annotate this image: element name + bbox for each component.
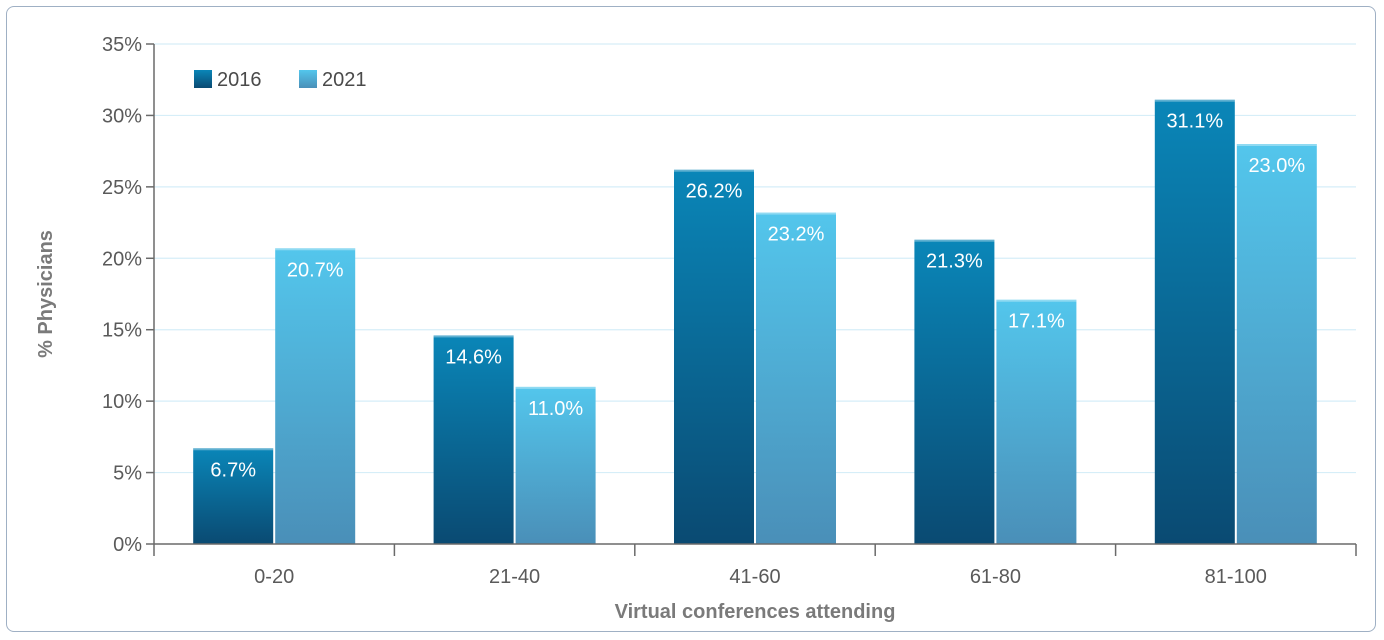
bar-2021-61-80 xyxy=(996,299,1077,544)
y-tick-label: 25% xyxy=(102,177,142,199)
y-tick-label: 20% xyxy=(102,248,142,270)
labels: 0% 5% 10% 15% 20% 25% 30% 35% 6.7% 20.7% 0-20 14.6%… xyxy=(35,34,1305,623)
axes xyxy=(146,43,1357,556)
bar-highlight xyxy=(1236,144,1317,146)
data-label: 6.7% xyxy=(210,459,256,481)
bar-highlight xyxy=(433,335,514,338)
bar-2016-21-40 xyxy=(433,335,514,544)
bar-highlight xyxy=(515,386,596,389)
legend-swatch-2021 xyxy=(299,70,317,88)
bar-2016-41-60 xyxy=(674,169,754,544)
legend-label-2021: 2021 xyxy=(322,69,367,91)
y-tick-label: 35% xyxy=(102,34,142,56)
bar-2016-81-100 xyxy=(1154,99,1235,544)
y-axis-title: % Physicians xyxy=(35,230,57,358)
legend: 2016 2021 xyxy=(194,69,367,91)
y-tick-label: 5% xyxy=(113,463,142,485)
bars xyxy=(193,99,1317,545)
legend-label-2016: 2016 xyxy=(217,69,262,91)
y-tick-label: 30% xyxy=(102,105,142,127)
x-tick-label: 61-80 xyxy=(970,566,1021,588)
bar-highlight xyxy=(674,169,754,172)
bar-highlight xyxy=(193,448,274,451)
x-axis-title: Virtual conferences attending xyxy=(615,601,896,623)
y-tick-label: 0% xyxy=(113,534,142,556)
data-label: 17.1% xyxy=(1008,311,1065,333)
bar-2021-21-40 xyxy=(515,386,596,544)
bar-2021-41-60 xyxy=(756,212,836,545)
bar-2021-0-20 xyxy=(275,248,356,545)
x-tick-label: 41-60 xyxy=(729,566,780,588)
data-label: 21.3% xyxy=(926,251,983,273)
bar-highlight xyxy=(996,299,1077,302)
y-tick-label: 10% xyxy=(102,391,142,413)
data-label: 14.6% xyxy=(445,346,502,368)
data-label: 20.7% xyxy=(287,259,344,281)
x-tick-label: 21-40 xyxy=(489,566,540,588)
bar-highlight xyxy=(756,212,836,215)
x-tick-label: 0-20 xyxy=(254,566,294,588)
data-label: 23.2% xyxy=(768,224,825,246)
data-label: 11.0% xyxy=(528,398,583,420)
bar-2016-61-80 xyxy=(914,239,995,544)
bar-highlight xyxy=(1154,99,1235,102)
y-tick-label: 15% xyxy=(102,320,142,342)
bar-2021-81-100 xyxy=(1236,144,1317,544)
x-tick-label: 81-100 xyxy=(1205,566,1267,588)
data-label: 26.2% xyxy=(686,181,743,203)
data-label: 23.0% xyxy=(1248,155,1305,177)
bar-2016-0-20 xyxy=(193,448,274,544)
legend-swatch-2016 xyxy=(194,70,212,88)
bar-highlight xyxy=(275,248,356,251)
data-label: 31.1% xyxy=(1166,111,1223,133)
bar-highlight xyxy=(914,239,995,242)
